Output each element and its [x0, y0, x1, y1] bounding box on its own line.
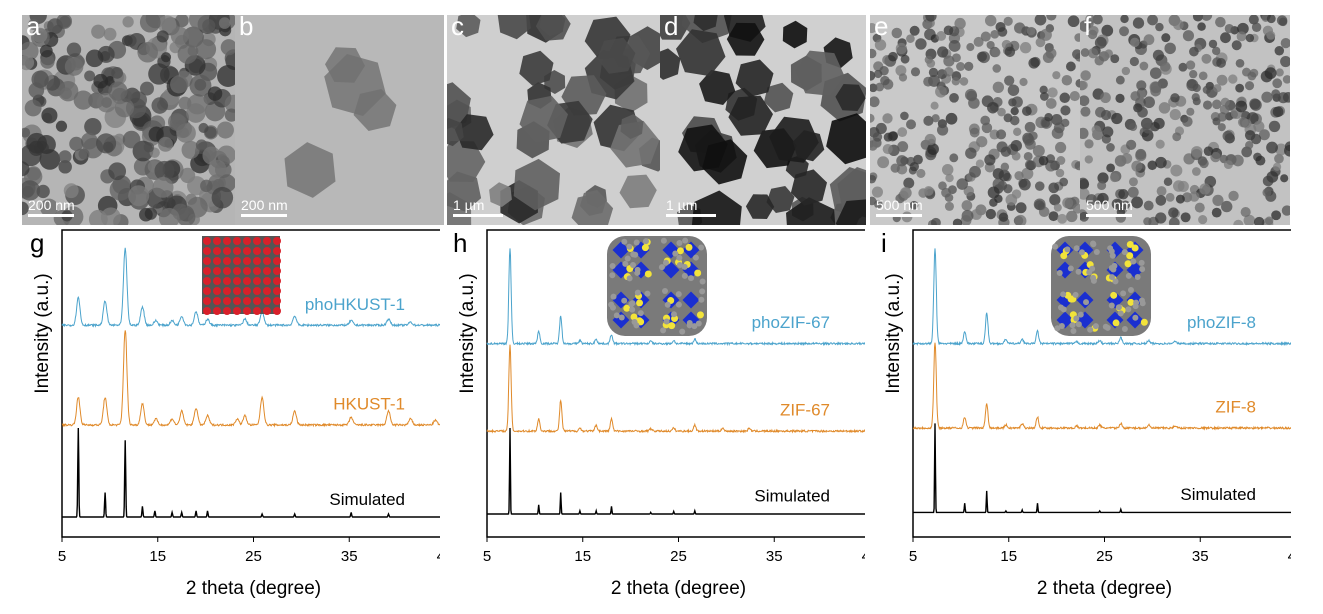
- scale-bar-line: [28, 214, 74, 217]
- series-line-simulated: [62, 427, 440, 518]
- x-tick-label: 25: [670, 548, 687, 565]
- panel-label: h: [453, 228, 468, 258]
- scale-bar-label: 500 nm: [1086, 197, 1133, 213]
- x-tick-label: 15: [149, 548, 166, 565]
- x-tick-label: 45: [1288, 548, 1291, 565]
- series-line-phozif-67: [486, 248, 865, 347]
- tem-image-e: e 500 nm: [870, 15, 1080, 225]
- series-line-simulated: [913, 423, 1291, 514]
- panel-label: a: [26, 15, 41, 41]
- panel-label: c: [451, 15, 464, 41]
- tem-image-a: a 200 nm: [22, 15, 235, 225]
- scale-bar-label: 500 nm: [876, 197, 923, 213]
- crystal-structure-icon: [607, 236, 707, 336]
- x-tick-label: 15: [1000, 548, 1017, 565]
- x-tick-label: 45: [862, 548, 865, 565]
- scale-bar-line: [453, 214, 503, 217]
- x-axis-label: 2 theta (degree): [611, 578, 746, 599]
- x-tick-label: 15: [574, 548, 591, 565]
- xrd-chart-g: 5 15 25 35 45 2 theta (degree) Intensity (a.u.…: [0, 228, 440, 614]
- scale-bar: 500 nm: [876, 197, 923, 217]
- x-tick-label: 25: [1096, 548, 1113, 565]
- series-label: ZIF-67: [780, 401, 830, 420]
- scale-bar: 1 µm: [453, 197, 503, 217]
- scale-bar-label: 200 nm: [28, 197, 75, 213]
- panel-label: i: [881, 228, 887, 258]
- scale-bar: 200 nm: [241, 197, 288, 217]
- x-tick-label: 35: [766, 548, 783, 565]
- scale-bar: 200 nm: [28, 197, 75, 217]
- crystal-structure-icon: [202, 236, 281, 315]
- scale-bar-label: 1 µm: [453, 197, 485, 213]
- series-label: Simulated: [329, 490, 405, 509]
- scale-bar-line: [876, 214, 922, 217]
- scale-bar-label: 200 nm: [241, 197, 288, 213]
- xrd-chart-i: 5 15 25 35 45 2 theta (degree) Intensity (a.u.…: [851, 228, 1291, 614]
- scale-bar-line: [1086, 214, 1132, 217]
- x-axis-label: 2 theta (degree): [1037, 578, 1172, 599]
- series-line-simulated: [487, 427, 865, 515]
- panel-label: b: [239, 15, 254, 41]
- y-axis-label: Intensity (a.u.): [883, 273, 904, 393]
- xrd-chart-h: 5 15 25 35 45 2 theta (degree) Intensity (a.u.…: [425, 228, 865, 614]
- series-label: ZIF-8: [1215, 398, 1256, 417]
- series-line-hkust-1: [61, 330, 440, 428]
- x-tick-label: 25: [245, 548, 262, 565]
- series-label: Simulated: [754, 487, 830, 506]
- series-line-phozif-8: [912, 248, 1291, 347]
- x-tick-label: 35: [341, 548, 358, 565]
- panel-label: f: [1084, 15, 1092, 41]
- x-tick-label: 35: [1192, 548, 1209, 565]
- series-label: phoZIF-8: [1187, 313, 1256, 332]
- x-axis-label: 2 theta (degree): [186, 578, 321, 599]
- panel-label: g: [30, 228, 45, 258]
- series-line-phohkust-1: [61, 247, 440, 328]
- series-label: phoHKUST-1: [305, 295, 405, 314]
- x-tick-label: 45: [437, 548, 440, 565]
- panel-label: d: [664, 15, 679, 41]
- tem-image-f: f 500 nm: [1080, 15, 1290, 225]
- series-line-zif-8: [912, 342, 1291, 431]
- crystal-structure-icon: [1051, 236, 1151, 336]
- scale-bar-line: [666, 214, 716, 217]
- scale-bar: 1 µm: [666, 197, 716, 217]
- tem-image-c: c 1 µm: [447, 15, 660, 225]
- y-axis-label: Intensity (a.u.): [32, 273, 53, 393]
- y-axis-label: Intensity (a.u.): [457, 273, 478, 393]
- series-label: phoZIF-67: [752, 313, 830, 332]
- x-tick-label: 5: [909, 548, 917, 565]
- scale-bar-line: [241, 214, 287, 217]
- panel-label: e: [874, 15, 889, 41]
- x-tick-label: 5: [483, 548, 491, 565]
- scale-bar-label: 1 µm: [666, 197, 698, 213]
- series-label: HKUST-1: [333, 395, 405, 414]
- scale-bar: 500 nm: [1086, 197, 1133, 217]
- series-label: Simulated: [1180, 485, 1256, 504]
- tem-image-b: b 200 nm: [235, 15, 444, 225]
- x-tick-label: 5: [58, 548, 66, 565]
- tem-image-d: d 1 µm: [660, 15, 866, 225]
- series-line-zif-67: [486, 344, 865, 434]
